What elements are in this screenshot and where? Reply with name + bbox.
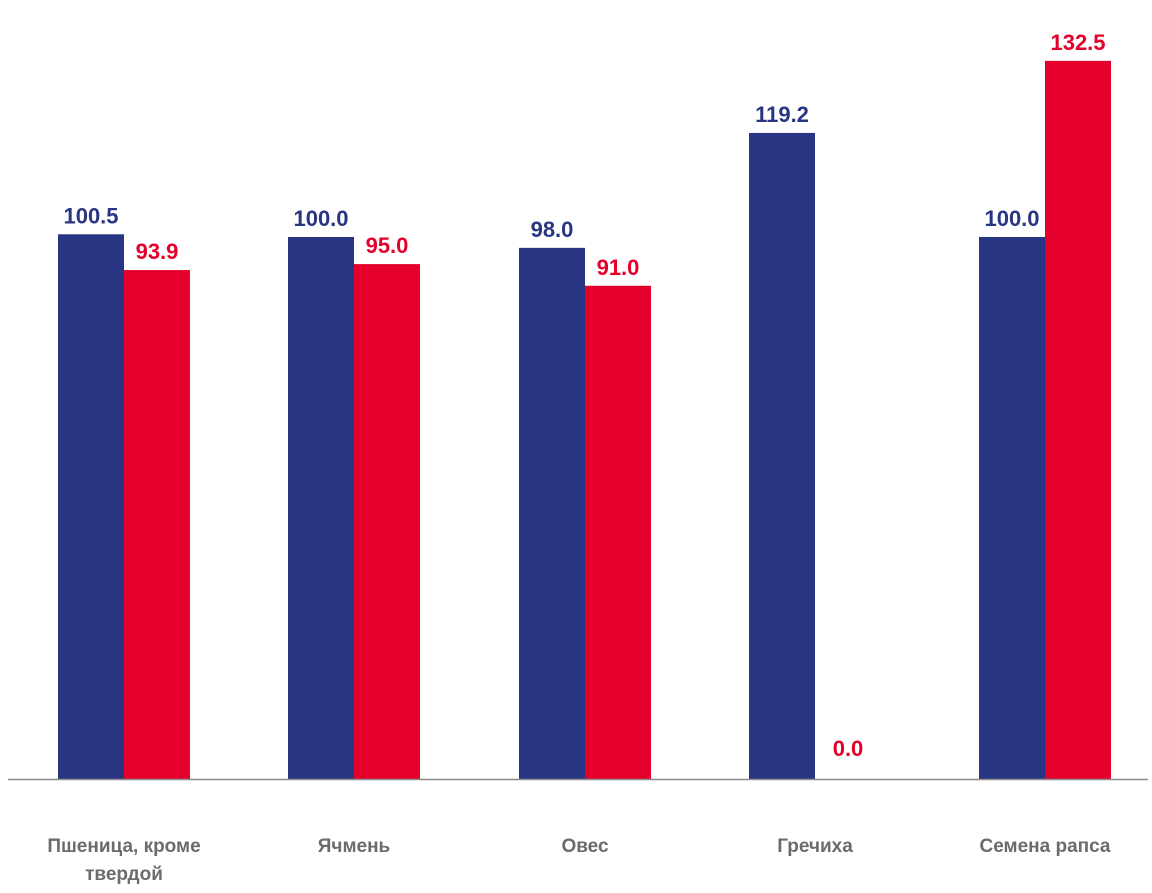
- value-label-s2-c3: 91.0: [597, 255, 640, 280]
- bar-s2-c3: [585, 285, 651, 779]
- value-label-s2-c4: 0.0: [833, 736, 864, 761]
- bar-s2-c2: [354, 264, 420, 780]
- bar-s1-c4: [749, 132, 815, 779]
- category-label-c5: Семена рапса: [980, 836, 1111, 857]
- bar-s1-c3: [519, 247, 585, 780]
- bar-s1-c1: [58, 234, 124, 780]
- category-label-c4: Гречиха: [777, 836, 853, 857]
- category-label-c3: Овес: [561, 836, 609, 857]
- category-label-c2: Ячмень: [318, 836, 390, 857]
- value-label-s1-c3: 98.0: [531, 217, 574, 242]
- value-label-s1-c5: 100.0: [984, 206, 1039, 231]
- bar-s1-c5: [979, 237, 1045, 779]
- bar-s2-c1: [124, 270, 190, 779]
- value-label-s1-c2: 100.0: [293, 206, 348, 231]
- value-label-s2-c5: 132.5: [1050, 30, 1105, 55]
- category-label-c1-line2: твердой: [85, 864, 163, 885]
- bar-s2-c5: [1045, 60, 1111, 780]
- bars-group: [58, 60, 1111, 780]
- value-label-s2-c2: 95.0: [366, 233, 409, 258]
- value-label-s2-c1: 93.9: [136, 239, 179, 264]
- value-label-s1-c1: 100.5: [63, 203, 118, 228]
- category-labels-group: Пшеница, кроме твердой Ячмень Овес Гречиха Се…: [47, 836, 1111, 885]
- value-labels-group: 100.5 93.9 100.0 95.0 98.0 91.0 119.2 0.0 100.0 1…: [63, 30, 1105, 761]
- value-label-s1-c4: 119.2: [755, 102, 809, 127]
- category-label-c1: Пшеница, кроме: [47, 836, 200, 857]
- bar-s1-c2: [288, 237, 354, 779]
